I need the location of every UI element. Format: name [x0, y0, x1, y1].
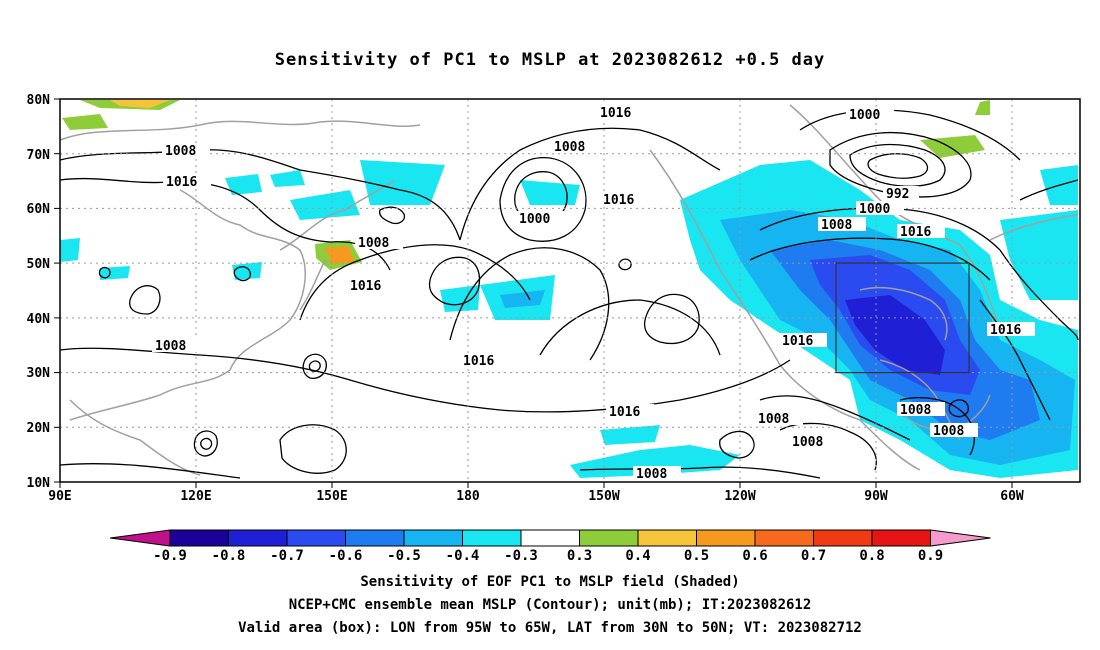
contour-label: 1008 — [358, 236, 389, 251]
colorbar-segment — [813, 529, 873, 547]
lat-label: 20N — [27, 421, 51, 436]
shade-negative — [290, 190, 360, 220]
colorbar-tick-label: -0.4 — [446, 548, 480, 564]
contour-label: 992 — [886, 187, 909, 202]
lon-label: 90W — [864, 489, 888, 504]
colorbar-segment — [637, 529, 697, 547]
shade-negative — [845, 295, 945, 375]
colorbar-tick-label: 0.4 — [625, 548, 650, 564]
shade-negative — [360, 160, 445, 205]
contour-label: 1008 — [900, 403, 931, 418]
lon-label: 120E — [180, 489, 211, 504]
colorbar-segment — [228, 529, 288, 547]
colorbar-tick-label: 0.8 — [859, 548, 884, 564]
contour-label: 1008 — [155, 339, 186, 354]
colorbar-tick-label: -0.5 — [387, 548, 421, 564]
lon-label: 60W — [1000, 489, 1024, 504]
colorbar-segment — [871, 529, 931, 547]
grid-lines — [60, 99, 1080, 482]
valid-area-box — [835, 262, 970, 374]
contour-label: 1008 — [821, 218, 852, 233]
shading-layer — [60, 100, 1078, 478]
shade-negative — [270, 170, 305, 187]
colorbar: -0.9 -0.8 -0.7 -0.6 -0.5 -0.4 -0.3 0.3 0.4 0.5 0.6… — [109, 529, 991, 564]
shade-positive — [975, 100, 990, 115]
colorbar-segment — [754, 529, 814, 547]
colorbar-tick-label: 0.7 — [801, 548, 826, 564]
lat-labels: 80N 70N 60N 50N 40N 30N 20N 10N — [27, 93, 51, 491]
lat-label: 70N — [27, 148, 51, 163]
shade-negative — [60, 238, 80, 262]
colorbar-high-triangle — [930, 529, 991, 547]
shade-positive — [110, 100, 170, 108]
lat-label: 80N — [27, 93, 51, 108]
map-title: Sensitivity of PC1 to MSLP at 2023082612… — [274, 50, 826, 70]
contour-labels: 1016 1008 1008 1016 1000 1000 992 1000 1… — [152, 105, 1035, 482]
colorbar-segment — [403, 529, 463, 547]
colorbar-tick-label: -0.8 — [212, 548, 246, 564]
lat-label: 30N — [27, 366, 51, 381]
contour-label: 1008 — [165, 144, 196, 159]
contour-label: 1016 — [603, 193, 634, 208]
colorbar-tick-label: -0.6 — [329, 548, 363, 564]
contour-label: 1008 — [933, 424, 964, 439]
contour-label: 1008 — [758, 412, 789, 427]
contour-label: 1016 — [900, 225, 931, 240]
colorbar-tick-label: -0.3 — [504, 548, 538, 564]
tick-marks — [54, 98, 1013, 488]
contour-label: 1016 — [600, 106, 631, 121]
colorbar-low-triangle — [109, 529, 171, 547]
colorbar-segment — [462, 529, 522, 547]
lon-label: 150W — [588, 489, 619, 504]
lon-label: 120W — [724, 489, 755, 504]
colorbar-segment — [286, 529, 346, 547]
shade-negative — [500, 290, 545, 308]
lat-label: 50N — [27, 257, 51, 272]
footer-line-1: Sensitivity of EOF PC1 to MSLP field (Sh… — [360, 574, 740, 590]
contour-label: 1016 — [166, 175, 197, 190]
lat-label: 40N — [27, 312, 51, 327]
contour-label: 1016 — [463, 354, 494, 369]
contour-label: 1008 — [792, 435, 823, 450]
shade-negative — [1000, 210, 1078, 300]
contour-label: 1000 — [849, 108, 880, 123]
colorbar-segment — [579, 529, 639, 547]
contour-label: 1016 — [990, 323, 1021, 338]
colorbar-segment — [169, 529, 229, 547]
shade-negative — [225, 174, 262, 195]
map-frame — [59, 98, 1081, 483]
shade-negative — [600, 425, 660, 445]
colorbar-segment — [520, 529, 580, 547]
lon-label: 150E — [316, 489, 347, 504]
contour-label: 1000 — [519, 212, 550, 227]
contour-label: 1008 — [554, 140, 585, 155]
shade-negative — [232, 262, 262, 280]
contour-label: 1000 — [859, 202, 890, 217]
colorbar-tick-label: 0.5 — [684, 548, 709, 564]
lon-label: 90E — [48, 489, 71, 504]
contour-label: 1008 — [636, 467, 667, 482]
coastlines — [59, 104, 1079, 476]
mslp-contours — [59, 109, 1079, 479]
footer-line-3: Valid area (box): LON from 95W to 65W, L… — [238, 620, 862, 636]
lon-label: 180 — [456, 489, 480, 504]
colorbar-tick-label: 0.6 — [742, 548, 767, 564]
footer-line-2: NCEP+CMC ensemble mean MSLP (Contour); u… — [288, 597, 812, 613]
colorbar-segment — [345, 529, 405, 547]
colorbar-segment — [696, 529, 756, 547]
contour-label: 1016 — [782, 334, 813, 349]
contour-label: 1016 — [350, 279, 381, 294]
lat-label: 60N — [27, 202, 51, 217]
colorbar-tick-label: 0.3 — [567, 548, 592, 564]
colorbar-tick-label: -0.7 — [270, 548, 304, 564]
lon-labels: 90E 120E 150E 180 150W 120W 90W 60W — [48, 489, 1024, 504]
lat-label: 10N — [27, 476, 51, 491]
colorbar-tick-label: 0.9 — [918, 548, 943, 564]
colorbar-tick-label: -0.9 — [153, 548, 187, 564]
shade-positive — [62, 114, 108, 130]
contour-label: 1016 — [609, 405, 640, 420]
